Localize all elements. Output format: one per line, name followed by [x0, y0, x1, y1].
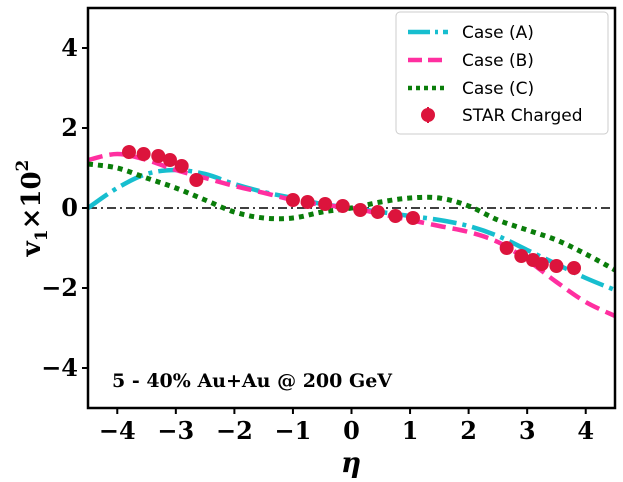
series-line-2 [88, 151, 615, 319]
star-data-point [136, 147, 151, 161]
star-data-point [370, 205, 385, 219]
legend-marker-star [421, 108, 435, 122]
y-tick-label: −2 [41, 273, 78, 302]
legend-label-case-c: Case (C) [462, 79, 534, 99]
legend-label-case-a: Case (A) [462, 23, 534, 43]
y-tick-label: 0 [61, 193, 78, 222]
y-tick-label: −4 [41, 353, 78, 382]
x-tick-label: −3 [157, 416, 194, 445]
legend: Case (A) Case (B) Case (C) STAR Charged [395, 11, 609, 135]
series-line-1 [88, 167, 615, 293]
star-data-point [388, 209, 403, 223]
star-data-point [318, 197, 333, 211]
legend-box [395, 11, 609, 135]
star-data-point [174, 159, 189, 173]
y-label-v: v [17, 240, 47, 257]
star-data-point [162, 153, 177, 167]
star-data-point [514, 249, 529, 263]
x-tick-label: 0 [343, 416, 360, 445]
x-tick-label: −4 [99, 416, 136, 445]
star-data-point [353, 203, 368, 217]
y-tick-label: 4 [61, 33, 78, 62]
star-data-point [534, 257, 549, 271]
x-tick-label: 2 [460, 416, 477, 445]
star-data-point [335, 199, 350, 213]
x-tick-label: 3 [519, 416, 536, 445]
plot-area: −4 −3 −2 −1 0 1 2 3 4 −4 −2 0 2 4 [41, 6, 617, 445]
star-data-point [567, 261, 582, 275]
series-line-3 [88, 161, 615, 273]
star-data-point [151, 149, 166, 163]
star-data-point [300, 195, 315, 209]
star-data-point [405, 211, 420, 225]
star-data-point [121, 145, 136, 159]
y-axis-label: v1×102 [13, 160, 52, 258]
star-data-point [189, 173, 204, 187]
y-label-times: ×10 [17, 171, 47, 229]
x-tick-label: 4 [577, 416, 594, 445]
y-label-sub: 1 [32, 229, 52, 241]
legend-label-case-b: Case (B) [462, 51, 534, 71]
y-tick-label: 2 [61, 113, 78, 142]
x-tick-label: −1 [275, 416, 312, 445]
annotation-text: 5 - 40% Au+Au @ 200 GeV [112, 370, 393, 392]
x-tick-label: −2 [216, 416, 253, 445]
x-axis-label: η [341, 446, 361, 479]
star-data-point [499, 241, 514, 255]
x-tick-label: 1 [402, 416, 419, 445]
star-data-point [549, 259, 564, 273]
y-label-sup: 2 [13, 160, 33, 172]
star-data-point [285, 193, 300, 207]
legend-label-star: STAR Charged [462, 106, 583, 126]
